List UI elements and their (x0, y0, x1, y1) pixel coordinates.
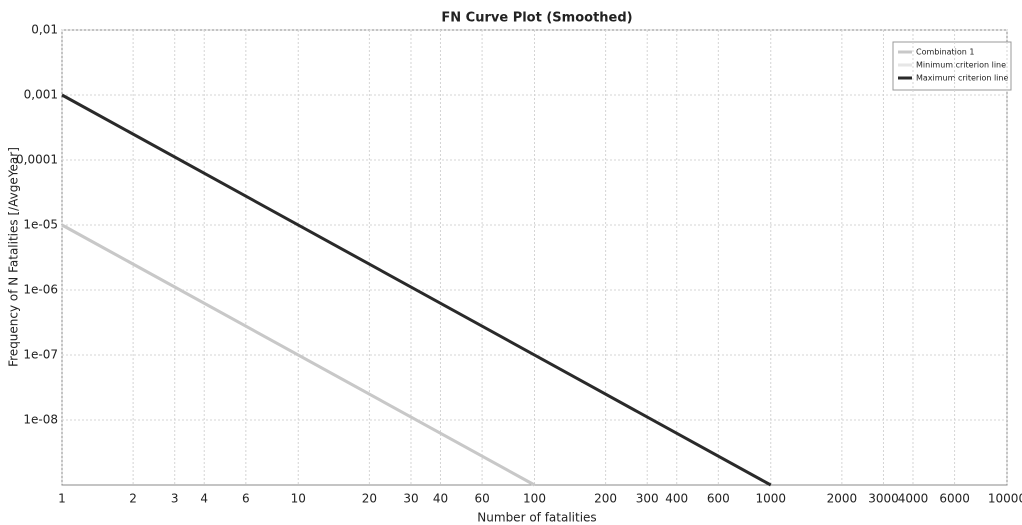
x-tick-label: 600 (707, 492, 730, 506)
x-axis-label: Number of fatalities (477, 511, 596, 525)
chart-title: FN Curve Plot (Smoothed) (441, 11, 632, 26)
plot-area (61, 29, 1008, 486)
x-tick-label: 10 (291, 492, 306, 506)
x-tick-label: 400 (665, 492, 688, 506)
x-tick-label: 6000 (939, 492, 970, 506)
x-tick-label: 1000 (755, 492, 786, 506)
x-tick-label: 4 (200, 492, 208, 506)
legend-label: Combination 1 (916, 48, 975, 57)
y-tick-label: 0,01 (31, 23, 58, 37)
legend: Minimum criterion line Combination 1 Maxim… (892, 41, 1012, 91)
y-tick-label: 1e-08 (23, 413, 58, 427)
y-tick-label: 1e-07 (23, 348, 58, 362)
y-tick-label: 0,0001 (16, 153, 58, 167)
x-tick-label: 200 (594, 492, 617, 506)
legend-label: Minimum criterion line (916, 61, 1006, 70)
x-tick-label: 6 (242, 492, 250, 506)
y-tick-label: 1e-05 (23, 218, 58, 232)
x-tick-label: 30 (403, 492, 418, 506)
series-line (61, 223, 536, 487)
x-tick-label: 100 (523, 492, 546, 506)
x-tick-label: 2 (129, 492, 137, 506)
y-tick-label: 1e-06 (23, 283, 58, 297)
x-tick-label: 20 (362, 492, 377, 506)
x-tick-label: 4000 (898, 492, 929, 506)
x-tick-label: 1 (58, 492, 66, 506)
x-tick-label: 60 (474, 492, 489, 506)
x-tick-label: 300 (636, 492, 659, 506)
y-axis-label: Frequency of N Fatalities [/AvgeYear] (7, 147, 21, 367)
x-tick-label: 40 (433, 492, 448, 506)
x-tick-label: 3000 (868, 492, 899, 506)
series-line (61, 93, 772, 487)
legend-label: Maximum criterion line (916, 74, 1008, 83)
y-tick-label: 0,001 (24, 88, 58, 102)
x-tick-label: 2000 (827, 492, 858, 506)
x-tick-label: 3 (171, 492, 179, 506)
